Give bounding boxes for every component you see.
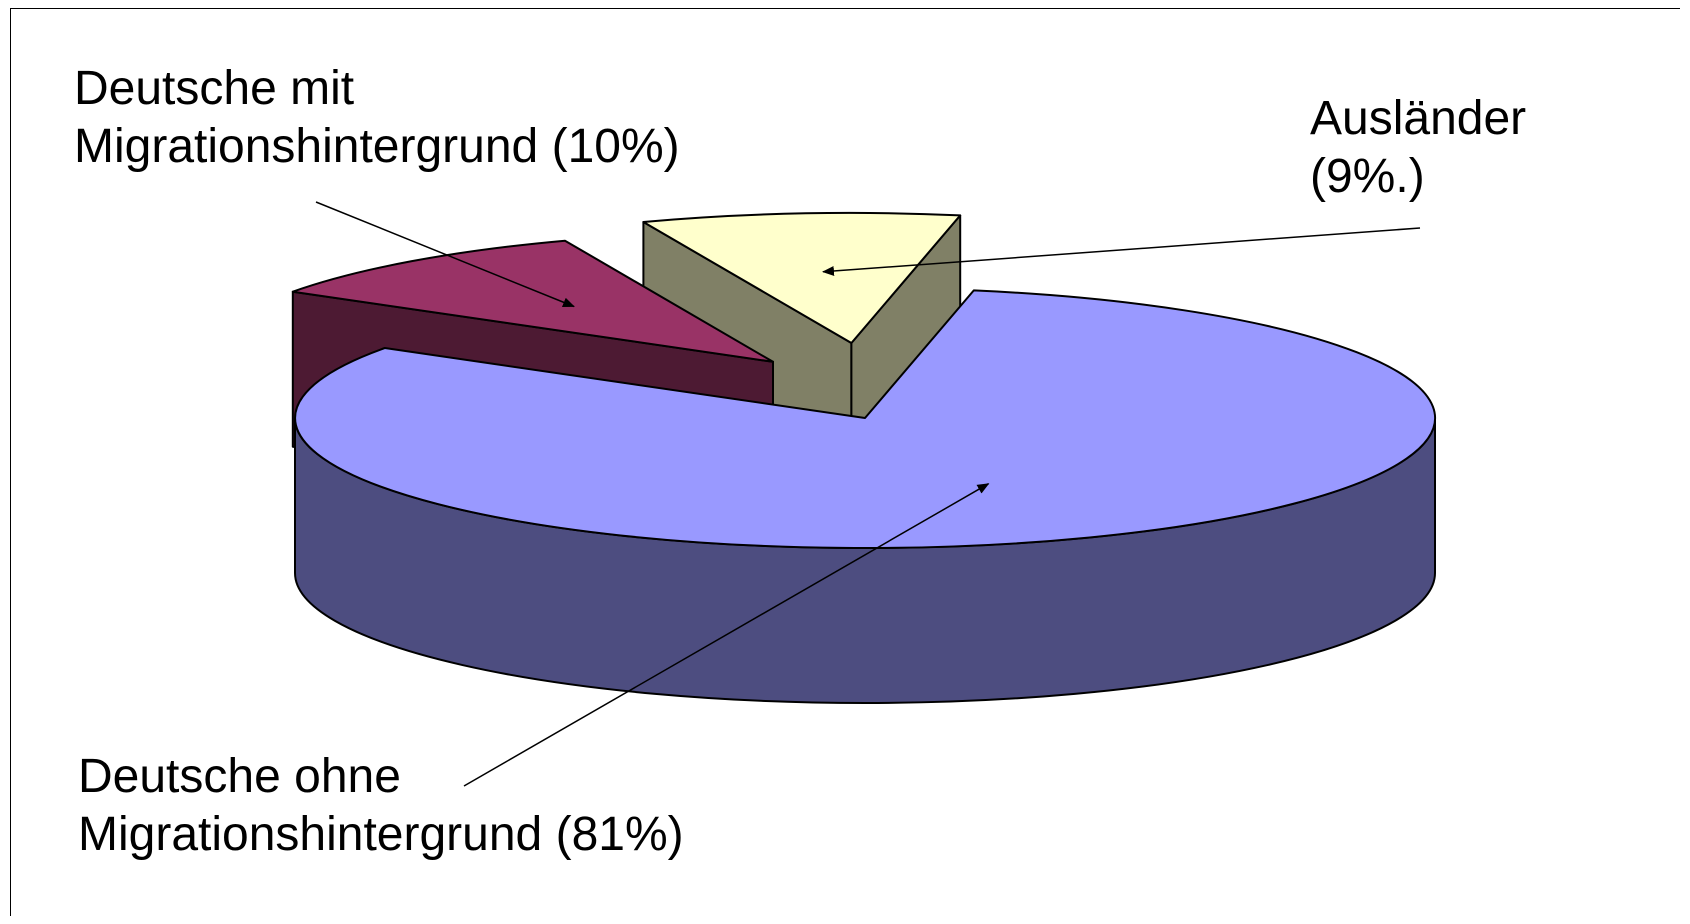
label-line: Migrationshintergrund (10%): [74, 120, 680, 173]
label-line: Migrationshintergrund (81%): [78, 808, 684, 861]
pie-slice-top: [291, 239, 774, 363]
label-line: Ausländer: [1310, 92, 1527, 145]
leader-line: [315, 201, 575, 308]
label-line: Deutsche mit: [74, 62, 355, 115]
label-line: Deutsche ohne: [78, 750, 401, 803]
label-line: (9%.): [1310, 150, 1425, 203]
slice-label-deutsche-mit-migrationshintergrund: Deutsche mit Migrationshintergrund (10%): [74, 60, 680, 176]
slice-label-auslaender: Ausländer (9%.): [1310, 90, 1526, 206]
leader-line: [463, 483, 990, 787]
pie-slice-top: [642, 212, 962, 344]
slice-label-deutsche-ohne-migrationshintergrund: Deutsche ohne Migrationshintergrund (81%…: [78, 748, 684, 864]
leader-line: [822, 227, 1421, 276]
pie-slice: [294, 289, 1437, 704]
pie-slice-top: [294, 289, 1437, 550]
